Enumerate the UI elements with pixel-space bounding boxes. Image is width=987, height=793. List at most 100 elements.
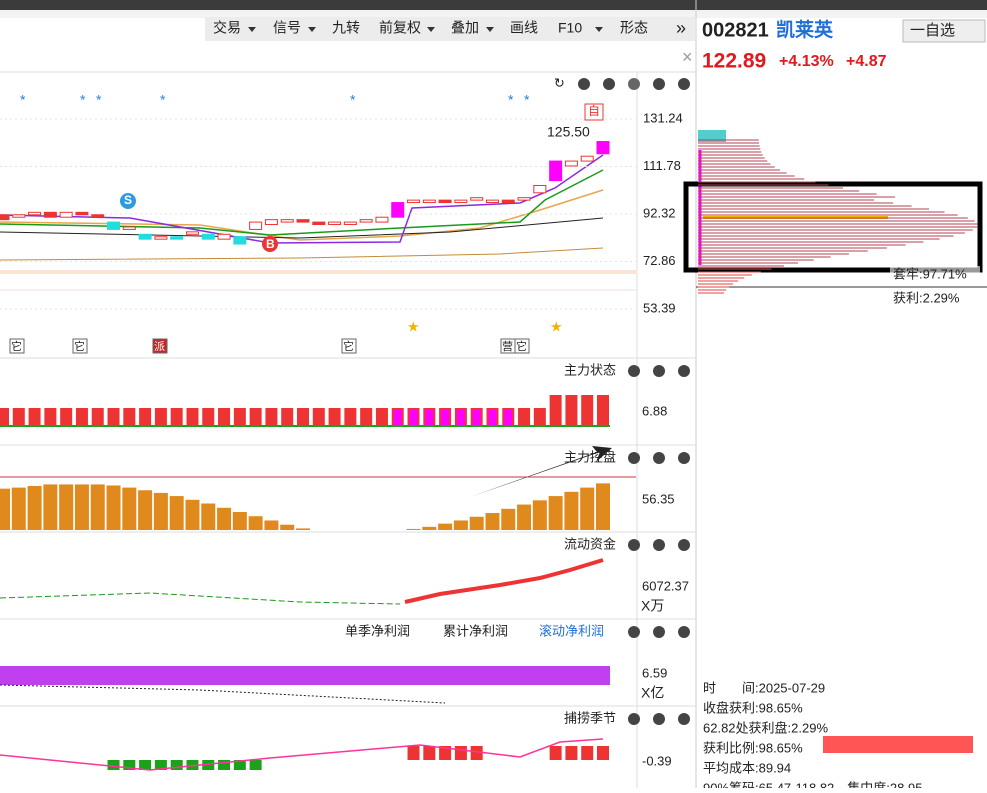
panel-icon[interactable] xyxy=(628,452,640,464)
panel-icon[interactable] xyxy=(678,539,690,551)
star-marker: * xyxy=(20,92,26,108)
state-bar xyxy=(360,408,373,426)
state-bar xyxy=(297,408,309,426)
flow-line xyxy=(404,558,604,604)
panel-icon[interactable] xyxy=(653,713,665,725)
season-bar xyxy=(454,746,467,760)
state-bar xyxy=(393,410,402,426)
state-bar xyxy=(518,408,531,426)
bar xyxy=(232,511,247,530)
event-box xyxy=(72,338,88,354)
toolbar-item[interactable]: 形态 xyxy=(620,20,648,36)
candle xyxy=(596,141,610,155)
panel-icon[interactable] xyxy=(678,365,690,377)
state-bar xyxy=(549,395,562,427)
state-bar xyxy=(202,408,215,426)
close-icon[interactable]: × xyxy=(682,47,693,67)
state-bar xyxy=(597,395,609,427)
season-bar xyxy=(233,760,246,770)
season-bar xyxy=(107,760,120,770)
state-bar xyxy=(312,408,325,426)
toolbar-item[interactable]: 交易 xyxy=(213,20,241,36)
candle xyxy=(91,214,105,218)
bar xyxy=(406,528,421,530)
candle xyxy=(438,199,452,204)
tool-icons[interactable]: ↻ xyxy=(554,75,690,90)
panel-icon[interactable] xyxy=(678,452,690,464)
toolbar-item[interactable]: 画线 xyxy=(510,20,538,36)
band xyxy=(0,270,636,274)
panel-icon[interactable] xyxy=(628,365,640,377)
toolbar-item[interactable]: 叠加 xyxy=(451,20,479,36)
change-pct: +4.13% xyxy=(779,53,834,70)
state-bar xyxy=(60,408,73,426)
panel-icon[interactable] xyxy=(653,365,665,377)
candle xyxy=(122,226,136,230)
candle xyxy=(343,221,357,226)
sell-signal: S xyxy=(124,193,132,207)
buy-signal: B xyxy=(266,237,275,251)
y-tick-label: 72.86 xyxy=(643,253,676,268)
toolbar-item[interactable]: 九转 xyxy=(332,20,360,36)
bar xyxy=(596,483,610,530)
panel-tab[interactable]: 滚动净利润 xyxy=(539,623,604,638)
toolbar-item[interactable]: 前复权 xyxy=(379,20,421,36)
bar xyxy=(264,520,279,530)
toolbar-item[interactable]: 信号 xyxy=(273,20,301,36)
candle xyxy=(138,233,152,240)
season-line xyxy=(0,738,604,771)
watch-button[interactable] xyxy=(902,19,986,43)
bar xyxy=(517,504,532,530)
bar xyxy=(422,526,437,530)
state-bar xyxy=(233,408,246,426)
event-label: 它 xyxy=(343,339,354,353)
state-bar xyxy=(441,410,450,426)
state-bar xyxy=(375,408,388,426)
state-bar xyxy=(123,408,136,426)
panel-tab[interactable]: 累计净利润 xyxy=(443,623,508,638)
chip-info: 时 间:2025-07-29 xyxy=(703,680,825,695)
moving-averages xyxy=(0,154,604,261)
chip-info: 平均成本:89.94 xyxy=(703,760,791,775)
toolbar-more[interactable]: » xyxy=(676,18,686,38)
state-bar xyxy=(565,395,578,427)
candle xyxy=(217,233,231,240)
stock-name: 凯莱英 xyxy=(776,18,834,41)
toolbar-item[interactable]: F10 xyxy=(558,20,582,36)
y-tick-label: 53.39 xyxy=(643,300,676,315)
season-bar xyxy=(439,746,452,760)
bar xyxy=(564,491,579,530)
candle xyxy=(75,211,89,216)
dropdown-arrow xyxy=(427,27,435,32)
dropdown-arrow xyxy=(308,27,316,32)
state-bar xyxy=(186,408,199,426)
panel-icon[interactable] xyxy=(653,452,665,464)
state-bar xyxy=(425,410,434,426)
state-bar xyxy=(472,410,481,426)
panel-icon[interactable] xyxy=(678,713,690,725)
bar xyxy=(138,490,153,530)
bar xyxy=(580,487,595,530)
state-bar xyxy=(344,408,357,426)
candle xyxy=(407,199,421,204)
bar xyxy=(153,492,168,530)
state-bar xyxy=(265,408,278,426)
panel-icon[interactable] xyxy=(628,626,640,638)
bar xyxy=(548,496,563,530)
bar xyxy=(185,499,200,530)
panel-icon[interactable] xyxy=(628,539,640,551)
toolbar-bg xyxy=(205,17,695,41)
season-bar xyxy=(597,746,609,760)
event-label: 它 xyxy=(11,339,22,353)
candle xyxy=(170,236,184,240)
panel-icon[interactable] xyxy=(653,539,665,551)
state-bar xyxy=(533,408,546,426)
panel-icon[interactable] xyxy=(653,626,665,638)
season-bar xyxy=(407,746,420,760)
panel-tab[interactable]: 单季净利润 xyxy=(345,623,410,638)
state-bar xyxy=(488,410,497,426)
panel-icon[interactable] xyxy=(628,713,640,725)
panel-icon[interactable] xyxy=(678,626,690,638)
state-bar xyxy=(12,408,25,426)
chip-info: 获利比例:98.65% xyxy=(703,740,803,755)
